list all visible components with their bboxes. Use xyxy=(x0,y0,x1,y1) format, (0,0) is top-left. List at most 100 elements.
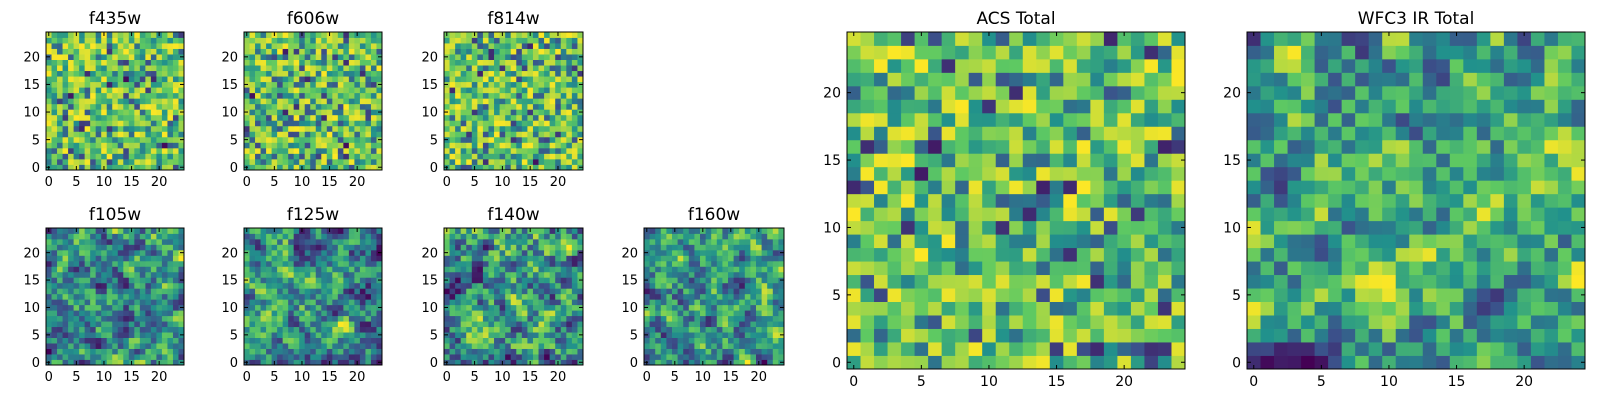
heatmap-cell xyxy=(1090,261,1105,276)
heatmap-cell xyxy=(571,238,578,245)
heatmap-cell xyxy=(499,238,506,245)
heatmap-cell xyxy=(750,228,757,234)
heatmap-cell xyxy=(482,109,489,116)
heatmap-cell xyxy=(560,59,567,66)
heatmap-cell xyxy=(365,288,372,295)
heatmap-cell xyxy=(376,255,383,262)
heatmap-cell xyxy=(982,153,997,168)
heatmap-cell xyxy=(46,233,52,240)
heatmap-cell xyxy=(57,271,63,278)
heatmap-cell xyxy=(494,282,500,289)
heatmap-cell xyxy=(941,288,956,302)
heatmap-cell xyxy=(449,238,456,245)
heatmap-cell xyxy=(106,81,113,88)
heatmap-cell xyxy=(955,207,970,222)
heatmap-cell xyxy=(299,54,306,60)
heatmap-cell xyxy=(68,343,74,349)
heatmap-cell xyxy=(521,277,528,284)
heatmap-cell xyxy=(532,244,539,251)
heatmap-cell xyxy=(271,282,278,289)
heatmap-cell xyxy=(90,228,97,234)
heatmap-cell xyxy=(299,142,306,149)
heatmap-cell xyxy=(167,37,174,44)
heatmap-cell xyxy=(750,321,757,328)
heatmap-cell xyxy=(700,238,706,245)
heatmap-cell xyxy=(577,260,584,267)
heatmap-cell xyxy=(90,249,97,256)
heatmap-cell xyxy=(62,354,69,360)
heatmap-cell xyxy=(288,255,295,262)
heatmap-cell xyxy=(577,153,584,160)
heatmap-cell xyxy=(499,142,506,149)
heatmap-cell xyxy=(156,332,163,338)
heatmap-cell xyxy=(79,125,86,132)
heatmap-cell xyxy=(139,87,146,94)
heatmap-cell xyxy=(326,343,333,349)
heatmap-cell xyxy=(68,315,74,322)
heatmap-cell xyxy=(139,48,146,55)
heatmap-cell xyxy=(101,238,108,245)
heatmap-cell xyxy=(376,228,383,234)
heatmap-cell xyxy=(505,315,512,322)
heatmap-cell xyxy=(756,249,762,256)
heatmap-cell xyxy=(145,315,152,322)
heatmap-cell xyxy=(172,354,179,360)
heatmap-cell xyxy=(73,282,80,289)
heatmap-cell xyxy=(57,288,63,295)
heatmap-cell xyxy=(1157,355,1172,370)
heatmap-cell xyxy=(337,288,344,295)
heatmap-cell xyxy=(101,343,108,349)
heatmap-cell xyxy=(359,54,366,60)
heatmap-cell xyxy=(1076,301,1091,316)
heatmap-cell xyxy=(477,65,484,72)
heatmap-cell xyxy=(365,54,372,60)
heatmap-cell xyxy=(315,326,322,333)
heatmap-cell xyxy=(1103,328,1118,343)
heatmap-cell xyxy=(488,125,495,132)
heatmap-cell xyxy=(95,271,102,278)
heatmap-cell xyxy=(1063,220,1078,235)
heatmap-cell xyxy=(968,234,983,249)
heatmap-cell xyxy=(128,81,135,88)
heatmap-cell xyxy=(255,315,261,322)
heatmap-cell xyxy=(178,131,185,138)
heatmap-cell xyxy=(359,147,366,154)
heatmap-cell xyxy=(123,299,130,306)
heatmap-cell xyxy=(332,125,339,132)
heatmap-cell xyxy=(649,304,656,311)
heatmap-cell xyxy=(1036,274,1051,289)
heatmap-cell xyxy=(532,299,539,306)
heatmap-cell xyxy=(571,348,578,355)
heatmap-cell xyxy=(449,153,456,160)
heatmap-cell xyxy=(255,249,261,256)
heatmap-cell xyxy=(95,310,102,317)
heatmap-cell xyxy=(299,288,306,295)
heatmap-cell xyxy=(1117,166,1132,181)
heatmap-cell xyxy=(117,266,124,273)
heatmap-cell xyxy=(577,87,584,94)
heatmap-cell xyxy=(505,343,512,349)
heatmap-cell xyxy=(1063,193,1078,208)
heatmap-cell xyxy=(343,249,350,256)
heatmap-cell xyxy=(62,359,69,366)
heatmap-cell xyxy=(744,277,751,284)
heatmap-cell xyxy=(68,310,74,317)
heatmap-cell xyxy=(172,288,179,295)
heatmap-cell xyxy=(117,354,124,360)
heatmap-cell xyxy=(772,337,779,344)
heatmap-cell xyxy=(288,321,295,328)
heatmap-cell xyxy=(321,32,328,38)
heatmap-cell xyxy=(172,103,179,110)
heatmap-cell xyxy=(145,233,152,240)
heatmap-cell xyxy=(444,87,450,94)
heatmap-cell xyxy=(505,147,512,154)
heatmap-cell xyxy=(521,54,528,60)
heatmap-cell xyxy=(521,136,528,143)
heatmap-cell xyxy=(756,332,762,338)
heatmap-cell xyxy=(488,109,495,116)
heatmap-cell xyxy=(544,109,551,116)
heatmap-cell xyxy=(106,337,113,344)
heatmap-cell xyxy=(1022,301,1037,316)
heatmap-cell xyxy=(310,114,317,121)
heatmap-cell xyxy=(778,260,785,267)
